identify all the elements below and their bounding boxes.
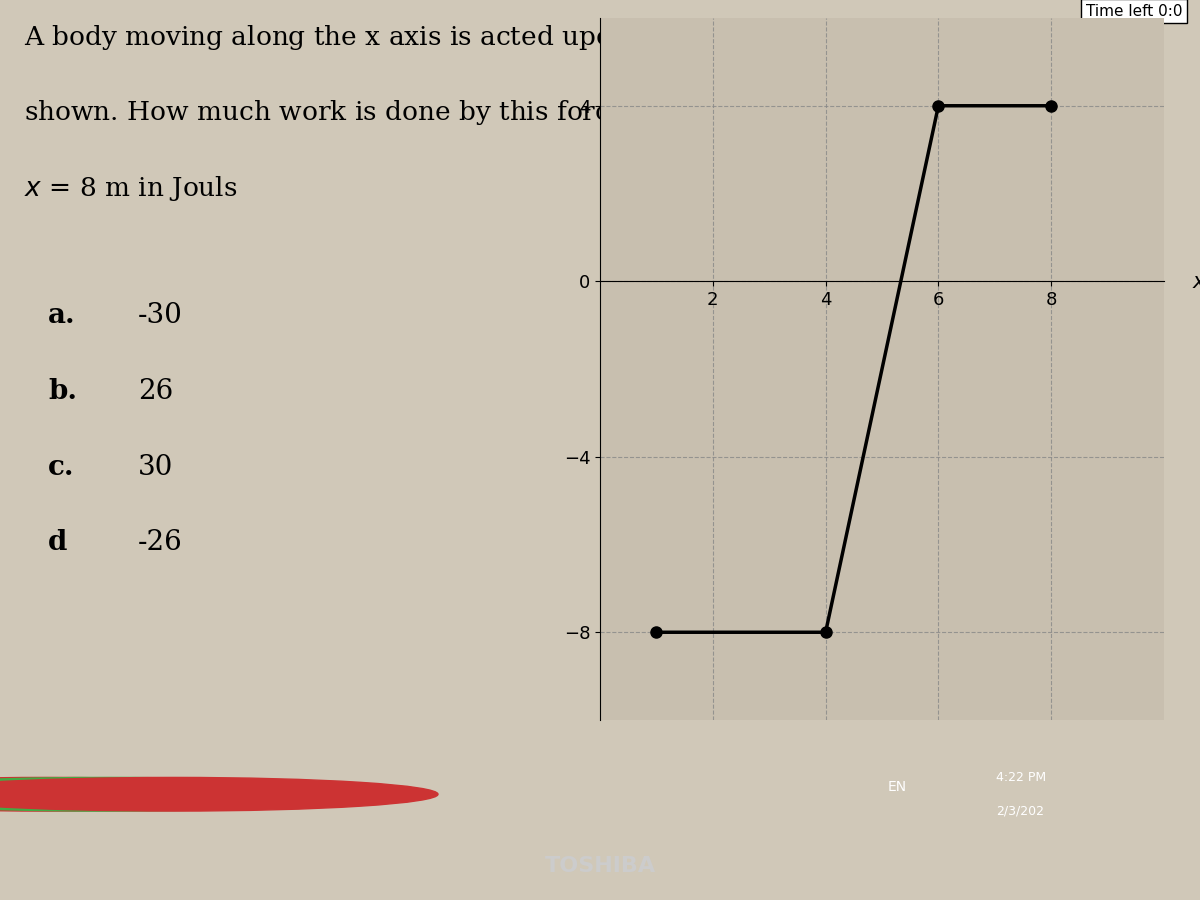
Text: d: d	[48, 529, 67, 556]
Text: A body moving along the x axis is acted upon by a force $F_x$ that varies with $: A body moving along the x axis is acted …	[24, 22, 1085, 51]
Text: -26: -26	[138, 529, 182, 556]
Text: 2/3/202: 2/3/202	[996, 805, 1044, 817]
Text: c.: c.	[48, 454, 74, 481]
Circle shape	[0, 778, 312, 811]
Text: EN: EN	[888, 779, 907, 794]
Text: b.: b.	[48, 378, 77, 405]
Text: 4:22 PM: 4:22 PM	[996, 771, 1046, 784]
Text: TOSHIBA: TOSHIBA	[545, 856, 655, 877]
Text: shown. How much work is done by this force as the object moves from $x$ = 1 m to: shown. How much work is done by this for…	[24, 98, 1118, 127]
Text: $x$ (m): $x$ (m)	[1193, 270, 1200, 292]
Text: 30: 30	[138, 454, 173, 481]
Circle shape	[0, 778, 372, 811]
Circle shape	[0, 778, 438, 811]
Text: $x$ = 8 m in Jouls: $x$ = 8 m in Jouls	[24, 174, 238, 203]
Text: -30: -30	[138, 302, 182, 329]
Text: Time left 0:0: Time left 0:0	[1086, 4, 1182, 19]
Text: a.: a.	[48, 302, 76, 329]
Text: 26: 26	[138, 378, 173, 405]
